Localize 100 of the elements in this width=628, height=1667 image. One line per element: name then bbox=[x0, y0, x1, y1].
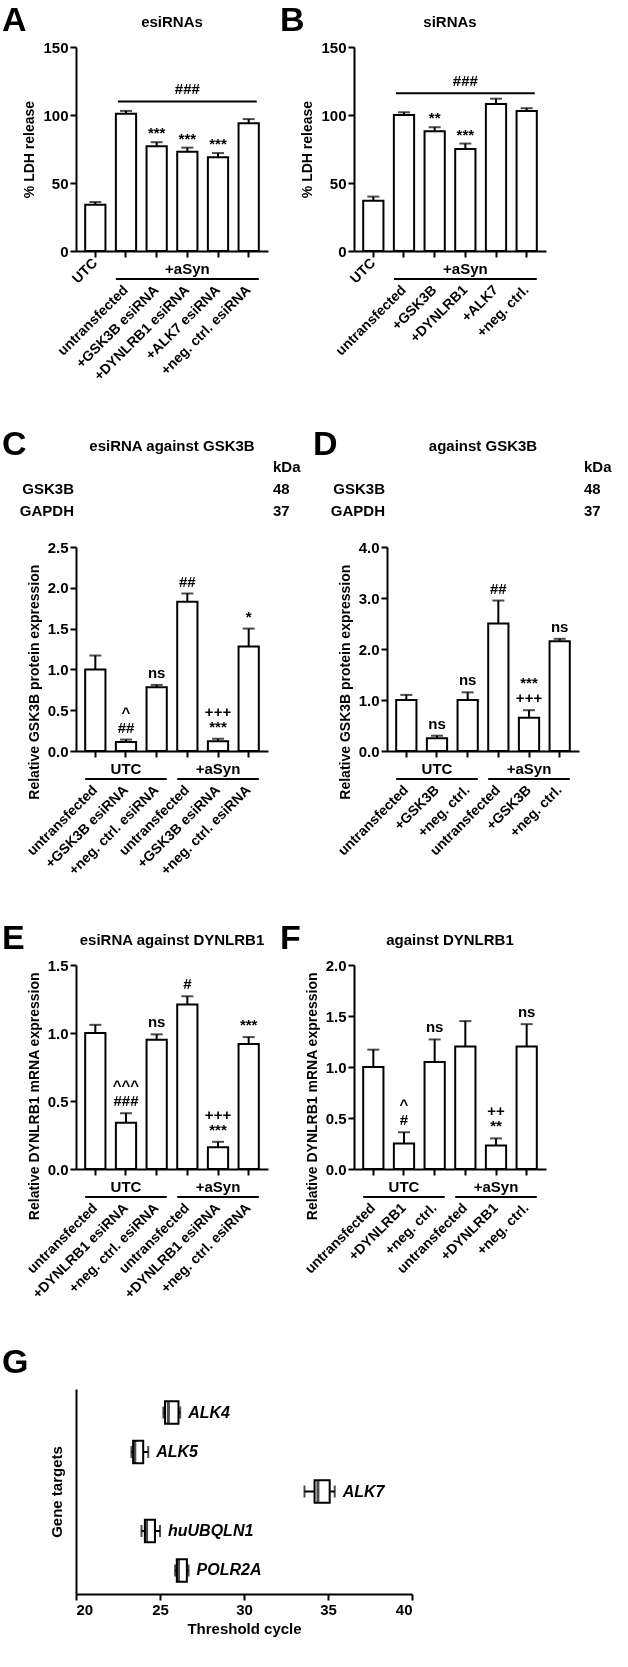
text: GAPDH bbox=[330, 502, 385, 519]
text: D bbox=[313, 424, 338, 462]
text: +aSyn bbox=[165, 260, 210, 277]
y-tick-label: 2.0 bbox=[358, 640, 380, 658]
text: +aSyn bbox=[195, 1178, 241, 1195]
text: GAPDH bbox=[19, 502, 74, 519]
y-tick-label: 4.0 bbox=[358, 538, 380, 556]
y-tick-label: 1.0 bbox=[47, 660, 69, 678]
text: 37 bbox=[584, 502, 601, 519]
ref-line-label: ### bbox=[174, 80, 201, 98]
text: G bbox=[2, 1342, 29, 1380]
x-axis-title: Threshold cycle bbox=[187, 1619, 302, 1637]
text: F bbox=[280, 918, 301, 956]
y-axis-title: Gene targets bbox=[47, 1446, 65, 1538]
text: A bbox=[2, 0, 27, 38]
y-tick-label: 2.5 bbox=[47, 538, 69, 556]
x-tick-label: 20 bbox=[76, 1600, 94, 1618]
y-tick-label: 1.5 bbox=[47, 956, 69, 974]
annotation: ** bbox=[428, 109, 441, 127]
y-tick-label: 100 bbox=[43, 106, 69, 124]
y-tick-label: 0.5 bbox=[47, 1092, 69, 1110]
text: kDa bbox=[584, 458, 613, 475]
data-label: ^ # bbox=[399, 1096, 409, 1129]
y-tick-label: 0 bbox=[338, 242, 347, 260]
y-tick-label: 150 bbox=[321, 38, 347, 56]
ref-line-label: ### bbox=[452, 72, 479, 90]
y-tick-label: 0.0 bbox=[47, 1160, 69, 1178]
chart-title: against GSK3B bbox=[428, 437, 538, 454]
text: E bbox=[2, 918, 25, 956]
data-label: ns bbox=[550, 617, 569, 635]
data-label: ns bbox=[425, 1018, 444, 1036]
chart-title: esiRNA against GSK3B bbox=[89, 437, 255, 454]
data-label: ^ ## bbox=[117, 703, 135, 736]
y-tick-label: 3.0 bbox=[358, 589, 380, 607]
y-axis-title: % LDH release bbox=[21, 100, 38, 199]
y-tick-label: 1.5 bbox=[325, 1007, 347, 1025]
text: UTC bbox=[110, 760, 142, 777]
category-label: huUBQLN1 bbox=[168, 1522, 254, 1539]
text: UTC bbox=[421, 760, 453, 777]
y-tick-label: 1.0 bbox=[47, 1024, 69, 1042]
y-axis-title: % LDH release bbox=[299, 100, 316, 199]
data-label: ns bbox=[147, 663, 166, 681]
text: GSK3B bbox=[333, 480, 386, 497]
data-label: +++ *** bbox=[204, 702, 232, 735]
text: C bbox=[2, 424, 27, 462]
x-tick-label: 25 bbox=[152, 1600, 169, 1618]
data-label: *** +++ bbox=[515, 674, 543, 707]
data-label: ## bbox=[489, 579, 508, 597]
chart-title: against DYNLRB1 bbox=[386, 931, 514, 948]
y-tick-label: 0.0 bbox=[358, 742, 380, 760]
text: GSK3B bbox=[22, 480, 75, 497]
annotation: *** bbox=[209, 135, 227, 153]
annotation: *** bbox=[147, 124, 166, 142]
data-label: ns bbox=[517, 1003, 536, 1021]
data-label: ++ ** bbox=[487, 1102, 505, 1135]
category-label: ALK4 bbox=[188, 1403, 230, 1421]
text: UTC bbox=[388, 1178, 420, 1195]
category-label: POLR2A bbox=[196, 1561, 262, 1579]
data-label: * bbox=[245, 607, 252, 625]
y-tick-label: 1.5 bbox=[47, 620, 69, 638]
x-tick-label: 40 bbox=[395, 1600, 413, 1618]
chart-title: esiRNA against DYNLRB1 bbox=[79, 931, 265, 948]
data-label: # bbox=[183, 975, 193, 993]
y-tick-label: 0.0 bbox=[47, 742, 69, 760]
y-tick-label: 50 bbox=[51, 174, 69, 192]
data-label: ns bbox=[458, 671, 477, 689]
data-label: ^^^ ### bbox=[112, 1077, 140, 1110]
text: UTC bbox=[110, 1178, 142, 1195]
y-tick-label: 2.0 bbox=[325, 956, 347, 974]
y-tick-label: 100 bbox=[321, 106, 347, 124]
y-tick-label: 2.0 bbox=[47, 579, 69, 597]
x-tick-label: 35 bbox=[320, 1600, 337, 1618]
y-tick-label: 0.0 bbox=[325, 1160, 347, 1178]
data-label: *** bbox=[239, 1016, 258, 1034]
text: +aSyn bbox=[443, 260, 488, 277]
y-tick-label: 0.5 bbox=[47, 701, 69, 719]
data-label: +++ *** bbox=[204, 1105, 232, 1138]
y-tick-label: 0.5 bbox=[325, 1109, 347, 1127]
y-tick-label: 1.0 bbox=[358, 691, 380, 709]
data-label: ns bbox=[147, 1013, 166, 1031]
y-tick-label: 150 bbox=[43, 38, 69, 56]
y-tick-label: 50 bbox=[329, 174, 347, 192]
text: kDa bbox=[273, 458, 302, 475]
y-tick-label: 0 bbox=[60, 242, 69, 260]
text: B bbox=[280, 0, 305, 38]
text: 37 bbox=[273, 502, 290, 519]
y-tick-label: 1.0 bbox=[325, 1058, 347, 1076]
text: +aSyn bbox=[473, 1178, 519, 1195]
x-tick-label: 30 bbox=[236, 1600, 253, 1618]
category-label: ALK7 bbox=[342, 1482, 385, 1500]
chart-title: siRNAs bbox=[423, 13, 477, 30]
text: 48 bbox=[584, 480, 601, 497]
text: 48 bbox=[273, 480, 290, 497]
text: +aSyn bbox=[506, 760, 552, 777]
annotation: *** bbox=[178, 129, 197, 147]
chart-title: esiRNAs bbox=[141, 13, 203, 30]
category-label: ALK5 bbox=[156, 1443, 199, 1460]
data-label: ns bbox=[428, 714, 446, 732]
data-label: ## bbox=[178, 572, 197, 590]
annotation: *** bbox=[456, 125, 475, 143]
